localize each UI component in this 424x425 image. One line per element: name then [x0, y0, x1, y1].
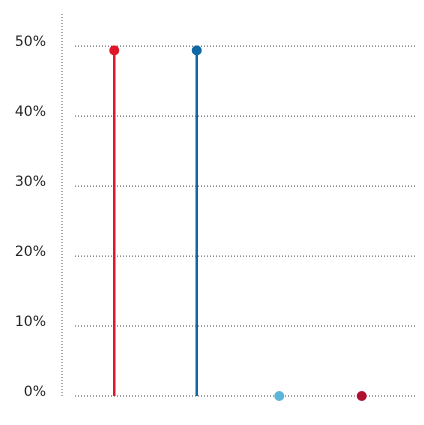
y-tick-label: 40%	[15, 104, 46, 120]
dot	[356, 391, 367, 401]
dot	[274, 391, 285, 401]
dot	[191, 45, 202, 56]
y-tick-label: 10%	[15, 314, 46, 330]
y-tick-label: 20%	[15, 244, 46, 260]
y-tick-label: 50%	[15, 34, 46, 50]
dot	[109, 45, 120, 56]
y-tick-label: 0%	[24, 384, 46, 400]
y-tick-label: 30%	[15, 174, 46, 190]
